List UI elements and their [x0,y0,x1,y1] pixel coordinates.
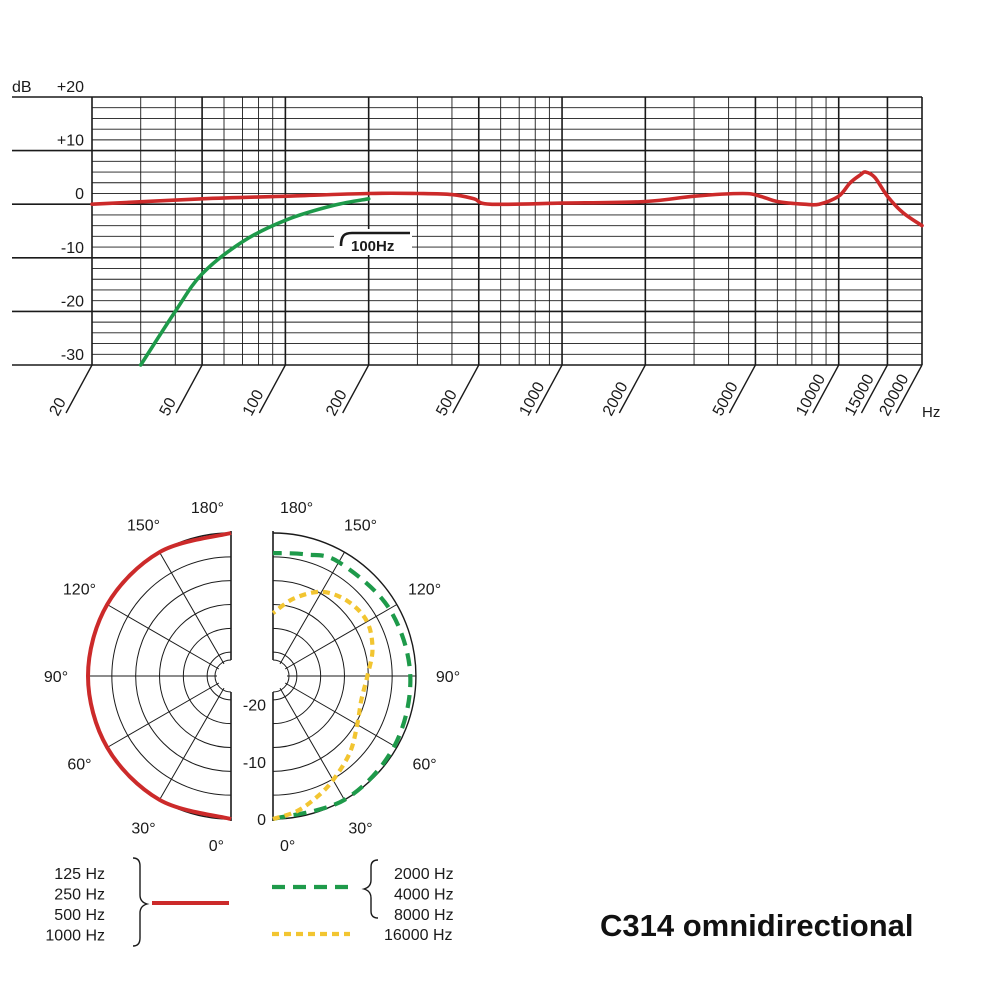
y-tick-label: -30 [61,347,84,364]
polar-level-label: 0 [257,812,266,829]
y-tick-label: 0 [75,186,84,203]
y-axis-label: dB [12,79,32,96]
x-tick-label: 100 [240,387,268,419]
x-tick-mark [175,364,203,414]
right-polar-spoke [279,551,345,665]
right-polar-hub [272,659,290,693]
x-tick-label: 15000 [842,372,878,419]
left-angle-label: 0° [209,838,224,855]
polar-curve-green [272,550,413,822]
right-angle-label: 180° [280,500,313,517]
polar-curve-red [85,531,232,821]
right-polar-spoke [279,687,345,801]
x-tick-mark [342,364,370,414]
x-tick-mark [535,364,563,414]
x-tick-label: 200 [323,387,351,419]
left-angle-label: 90° [44,669,68,686]
polar-legend: 125 Hz 250 Hz 500 Hz 1000 Hz 2000 Hz 4000 Hz 8… [45,857,454,947]
x-tick-label: 50 [157,395,180,419]
product-title: C314 omnidirectional [600,908,914,943]
x-tick-mark [895,364,923,414]
response-curve-red [90,170,924,228]
legend-frequency-label: 125 Hz [54,866,105,883]
right-polar-spoke [284,604,398,670]
x-tick-mark [728,364,757,414]
legend-frequency-label: 1000 Hz [45,928,105,945]
legend-brace-left [132,857,150,947]
x-tick-mark [452,364,480,414]
polar-pattern-chart: 180° 180° 150° 150° 120° 120° 90° 90° 60° 60° 30° 3… [44,500,460,855]
x-tick-mark [812,364,840,414]
polar-level-label: -20 [243,698,266,715]
left-angle-label: 180° [191,500,224,517]
right-angle-label: 120° [408,582,441,599]
x-tick-mark [258,364,286,414]
x-tick-label: 500 [433,387,461,419]
right-angle-label: 30° [348,821,372,838]
legend-frequency-label: 8000 Hz [394,907,454,924]
left-polar-spoke [159,687,225,801]
right-angle-label: 150° [344,517,377,534]
y-tick-label: -20 [61,293,84,310]
left-polar-hub [214,659,232,693]
legend-brace-right [361,859,379,919]
right-angle-label: 0° [280,838,295,855]
x-tick-label: 10000 [793,372,829,419]
x-tick-label: 20000 [877,372,913,419]
x-tick-mark [860,364,889,414]
annotation-label: 100Hz [351,238,394,255]
y-tick-label: +20 [57,79,84,96]
left-angle-label: 30° [131,821,155,838]
x-tick-label: 20 [47,395,70,419]
highpass-symbol-icon [339,231,410,247]
left-angle-label: 150° [127,517,160,534]
x-axis-label: Hz [922,404,940,421]
left-polar-spoke [106,682,220,748]
y-tick-label: -10 [61,240,84,257]
left-angle-label: 60° [67,757,91,774]
legend-frequency-label: 2000 Hz [394,866,454,883]
legend-frequency-label: 4000 Hz [394,887,454,904]
y-tick-label: +10 [57,133,84,150]
polar-curve-yellow [271,589,375,822]
frequency-response-chart: 20 50 100 200 500 1000 2000 5000 10000 1500020000… [12,79,940,421]
legend-frequency-label: 500 Hz [54,907,105,924]
left-polar-spoke [106,604,220,670]
x-tick-mark [618,364,646,414]
legend-frequency-label: 250 Hz [54,887,105,904]
left-angle-label: 120° [63,582,96,599]
left-polar-spoke [159,551,225,665]
right-angle-label: 90° [436,669,460,686]
highpass-annotation: 100Hz [334,229,412,255]
x-tick-mark [65,364,93,414]
response-curve-green [138,197,371,367]
polar-level-label: -10 [243,755,266,772]
legend-frequency-label: 16000 Hz [384,927,453,944]
right-polar-spoke [284,682,398,748]
right-angle-label: 60° [412,757,436,774]
